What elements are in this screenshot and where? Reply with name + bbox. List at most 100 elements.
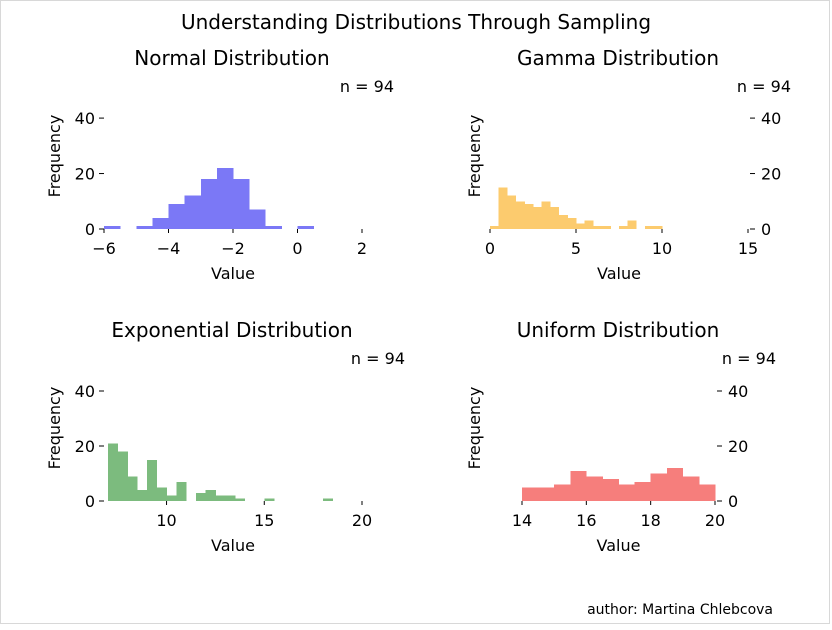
figure-title: Understanding Distributions Through Samp… [181,10,651,34]
panel-1-ylabel: Frequency [45,115,64,198]
panel-2-xtick-label: 0 [485,239,495,258]
panel-4-bar [618,484,635,501]
panel-2-ytick-label: 0 [761,220,771,239]
panel-1-bar [168,204,186,229]
panel-1-bar [136,226,153,229]
panel-4-bar [586,476,603,501]
panel-2-bar [515,201,525,229]
panel-4-bar [698,484,716,501]
panel-4-ytick-label: 0 [728,492,738,511]
panel-4-bar [554,484,571,501]
panel-4-bar [666,468,684,501]
panel-1-bar [233,179,250,229]
panel-2-ytick-label: 20 [761,165,781,184]
panel-3-xlabel: Value [211,536,255,555]
panel-4-bar [650,473,668,501]
panel-3-bar [215,495,226,501]
panel-2-bar [653,226,663,229]
panel-1-bar [297,226,315,229]
panel-3-xtick-label: 20 [352,511,372,530]
panel-1-sample-size: n = 94 [340,77,394,96]
panel-4-bar [522,487,539,501]
panel-4-bar [682,476,700,501]
panel-1-xtick-label: 0 [292,239,302,258]
panel-2-xtick-label: 5 [571,239,581,258]
panel-1-xlabel: Value [211,264,255,283]
panel-3-bar [234,498,246,501]
panel-2-xlabel: Value [597,264,641,283]
panel-1-xtick-label: −4 [157,239,181,258]
panel-4-title: Uniform Distribution [517,318,720,342]
panel-3-bar [156,487,167,501]
panel-2-bar [507,195,517,229]
panel-1-bar [104,226,121,229]
panel-1-bar [216,168,234,229]
panel-2-bar [576,223,585,229]
panel-1-bar [200,179,218,229]
panel-3-ytick-label: 20 [75,437,95,456]
panel-2-bar [601,226,611,229]
panel-1-title: Normal Distribution [134,46,329,70]
panel-4-xtick-label: 14 [512,511,532,530]
panel-3-xtick-label: 15 [254,511,274,530]
panel-3-ytick-label: 40 [75,382,95,401]
panel-2-bar [644,226,654,229]
panel-3-bar [205,490,216,501]
panel-4-ytick-label: 20 [728,437,748,456]
panel-1-xtick-label: −2 [221,239,245,258]
panel-2-bar [490,226,499,229]
panel-2-bar [550,206,560,229]
panel-3-xtick-label: 10 [156,511,176,530]
panel-3-ylabel: Frequency [45,387,64,470]
panel-1-xtick-label: −6 [92,239,116,258]
panel-2-bar [619,226,628,229]
panel-4-sample-size: n = 94 [722,349,776,368]
panel-3-bar [176,481,187,501]
panel-4-bar [570,470,587,501]
panel-4-ylabel: Frequency [465,387,484,470]
panel-1-ytick-label: 0 [85,220,95,239]
panel-2-xtick-label: 15 [738,239,758,258]
panel-2-bar [584,220,594,229]
panel-3-bar [264,498,275,501]
panel-3-bar [166,495,177,501]
panel-3-bar [127,476,138,501]
panel-3-ytick-label: 0 [85,492,95,511]
panel-4-bar [538,487,555,501]
panel-2-bar [541,201,551,229]
panel-1-ytick-label: 40 [75,109,95,128]
panel-1-bar [184,195,202,229]
panel-2-sample-size: n = 94 [737,77,791,96]
panel-4-bar [634,481,652,501]
panel-4-xtick-label: 18 [640,511,660,530]
panel-2-bar [524,204,534,229]
panel-1-bar [249,209,266,229]
panel-2-title: Gamma Distribution [517,46,719,70]
panel-3-bar [117,451,128,501]
panel-4-xtick-label: 16 [576,511,596,530]
panel-3-sample-size: n = 94 [351,349,405,368]
panel-3-title: Exponential Distribution [111,318,352,342]
panel-2-bar [627,220,637,229]
panel-3-bar [147,459,158,501]
panel-2-ylabel: Frequency [465,115,484,198]
panel-1-bar [152,217,169,229]
panel-4-ytick-label: 40 [728,382,748,401]
panel-4-xtick-label: 20 [705,511,725,530]
panel-1-xtick-label: 2 [357,239,367,258]
panel-3-bar [137,490,148,501]
panel-4-xlabel: Value [597,536,641,555]
panel-4-bar [602,479,619,501]
panel-2-ytick-label: 40 [761,109,781,128]
panel-2-bar [498,187,508,229]
panel-1-bar [265,226,282,229]
panel-2-bar [558,215,568,229]
panel-1-ytick-label: 20 [75,165,95,184]
panel-2-bar [533,206,542,229]
panel-3-bar [195,492,207,501]
panel-3-bar [225,495,236,501]
panel-2-bar [567,217,577,229]
panel-3-bar [322,498,334,501]
